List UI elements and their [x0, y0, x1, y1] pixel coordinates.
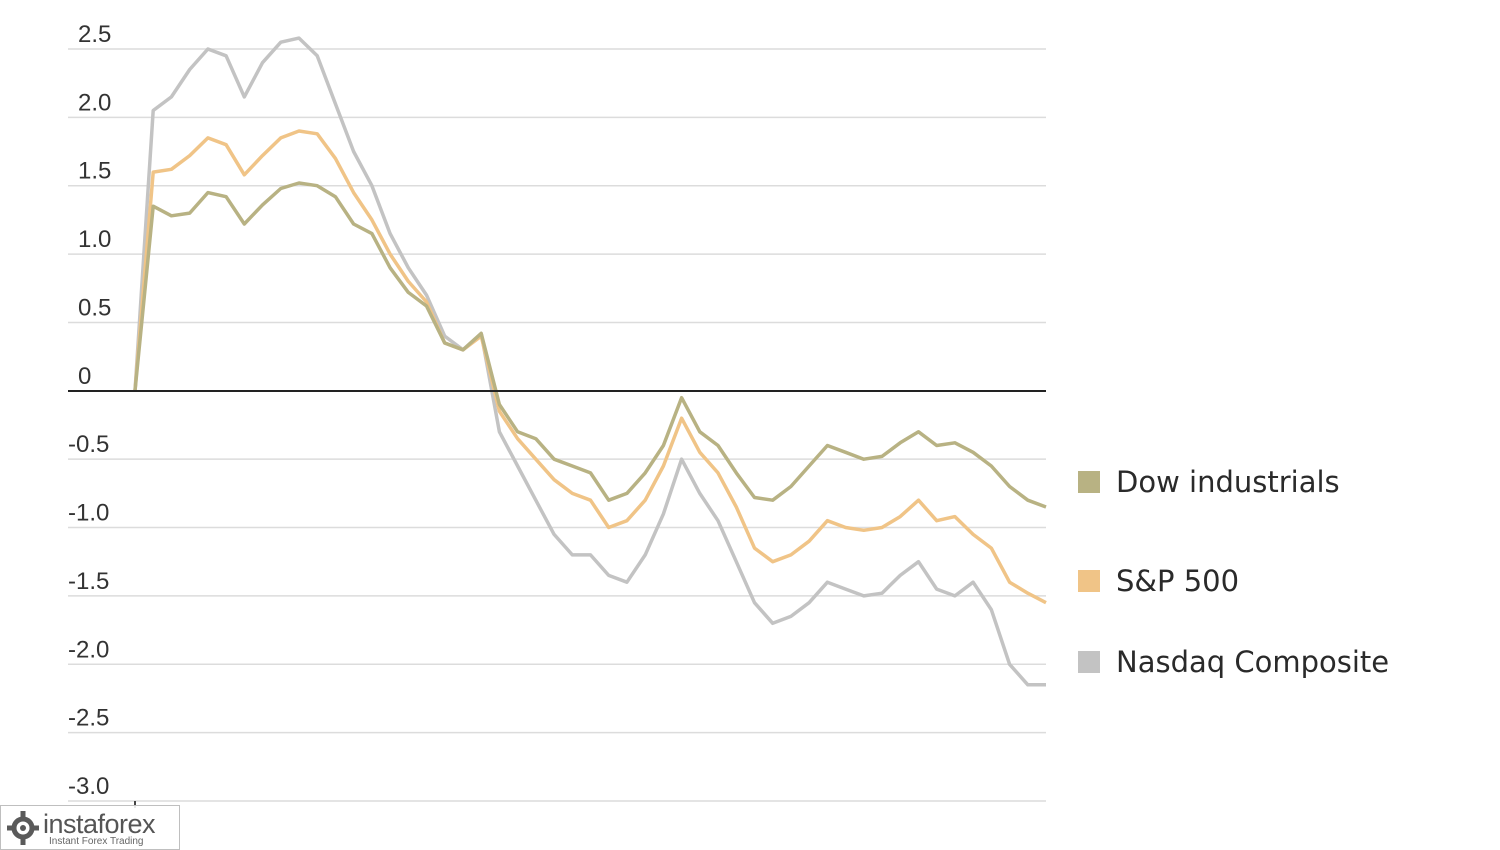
y-tick-label: -3.0 — [68, 773, 109, 800]
legend-swatch-nasdaq — [1078, 651, 1100, 673]
legend-label-sp500: S&P 500 — [1116, 564, 1240, 598]
legend-swatch-sp500 — [1078, 570, 1100, 592]
y-tick-label: 2.0 — [78, 89, 111, 116]
y-tick-label: -2.0 — [68, 636, 109, 663]
y-tick-label: 1.5 — [78, 158, 111, 185]
y-tick-label: -0.5 — [68, 431, 109, 458]
legend-item-dow: Dow industrials — [1078, 465, 1340, 499]
watermark: instaforex Instant Forex Trading — [0, 805, 180, 850]
instaforex-logo-icon — [7, 811, 39, 845]
y-tick-label: 2.5 — [78, 21, 111, 48]
watermark-tagline: Instant Forex Trading — [49, 836, 144, 847]
y-tick-label: -2.5 — [68, 705, 109, 732]
y-tick-label: -1.5 — [68, 568, 109, 595]
legend-item-sp500: S&P 500 — [1078, 564, 1239, 598]
legend-swatch-dow — [1078, 471, 1100, 493]
legend-label-nasdaq: Nasdaq Composite — [1116, 645, 1390, 679]
y-tick-label: -1.0 — [68, 500, 109, 527]
legend-item-nasdaq: Nasdaq Composite — [1078, 645, 1389, 679]
series-line-1 — [133, 129, 1047, 605]
y-tick-label: 0 — [78, 363, 91, 390]
gridlines — [68, 48, 1046, 802]
watermark-name: instaforex — [43, 809, 156, 839]
y-axis-tick-labels: 2.5 2.0 1.5 1.0 0.5 0 -0.5 -1.0 -1.5 -2.0 -2.5 -3.0 — [68, 21, 111, 800]
legend-label-dow: Dow industrials — [1116, 465, 1340, 499]
series-line-0 — [133, 181, 1047, 509]
series-lines — [133, 36, 1047, 687]
y-tick-label: 1.0 — [78, 226, 111, 253]
y-tick-label: 0.5 — [78, 294, 111, 321]
series-line-2 — [133, 36, 1046, 687]
